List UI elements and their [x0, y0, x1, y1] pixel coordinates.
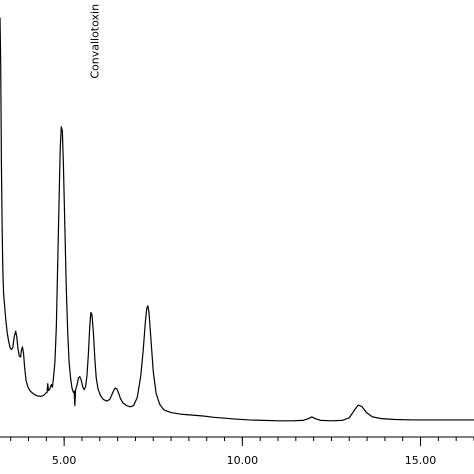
x-tick-label: 10.00 — [227, 454, 259, 467]
chromatogram-trace — [0, 17, 474, 422]
peak-annotations: Convallotoxin — [88, 4, 101, 79]
x-axis-major-ticks — [63, 437, 422, 446]
x-tick-label: 15.00 — [405, 454, 437, 467]
peak-label-convallotoxin: Convallotoxin — [88, 4, 101, 79]
plot-area — [0, 17, 474, 422]
x-axis-tick-labels: 5.00 10.00 15.00 — [52, 454, 436, 467]
x-tick-label: 5.00 — [52, 454, 77, 467]
